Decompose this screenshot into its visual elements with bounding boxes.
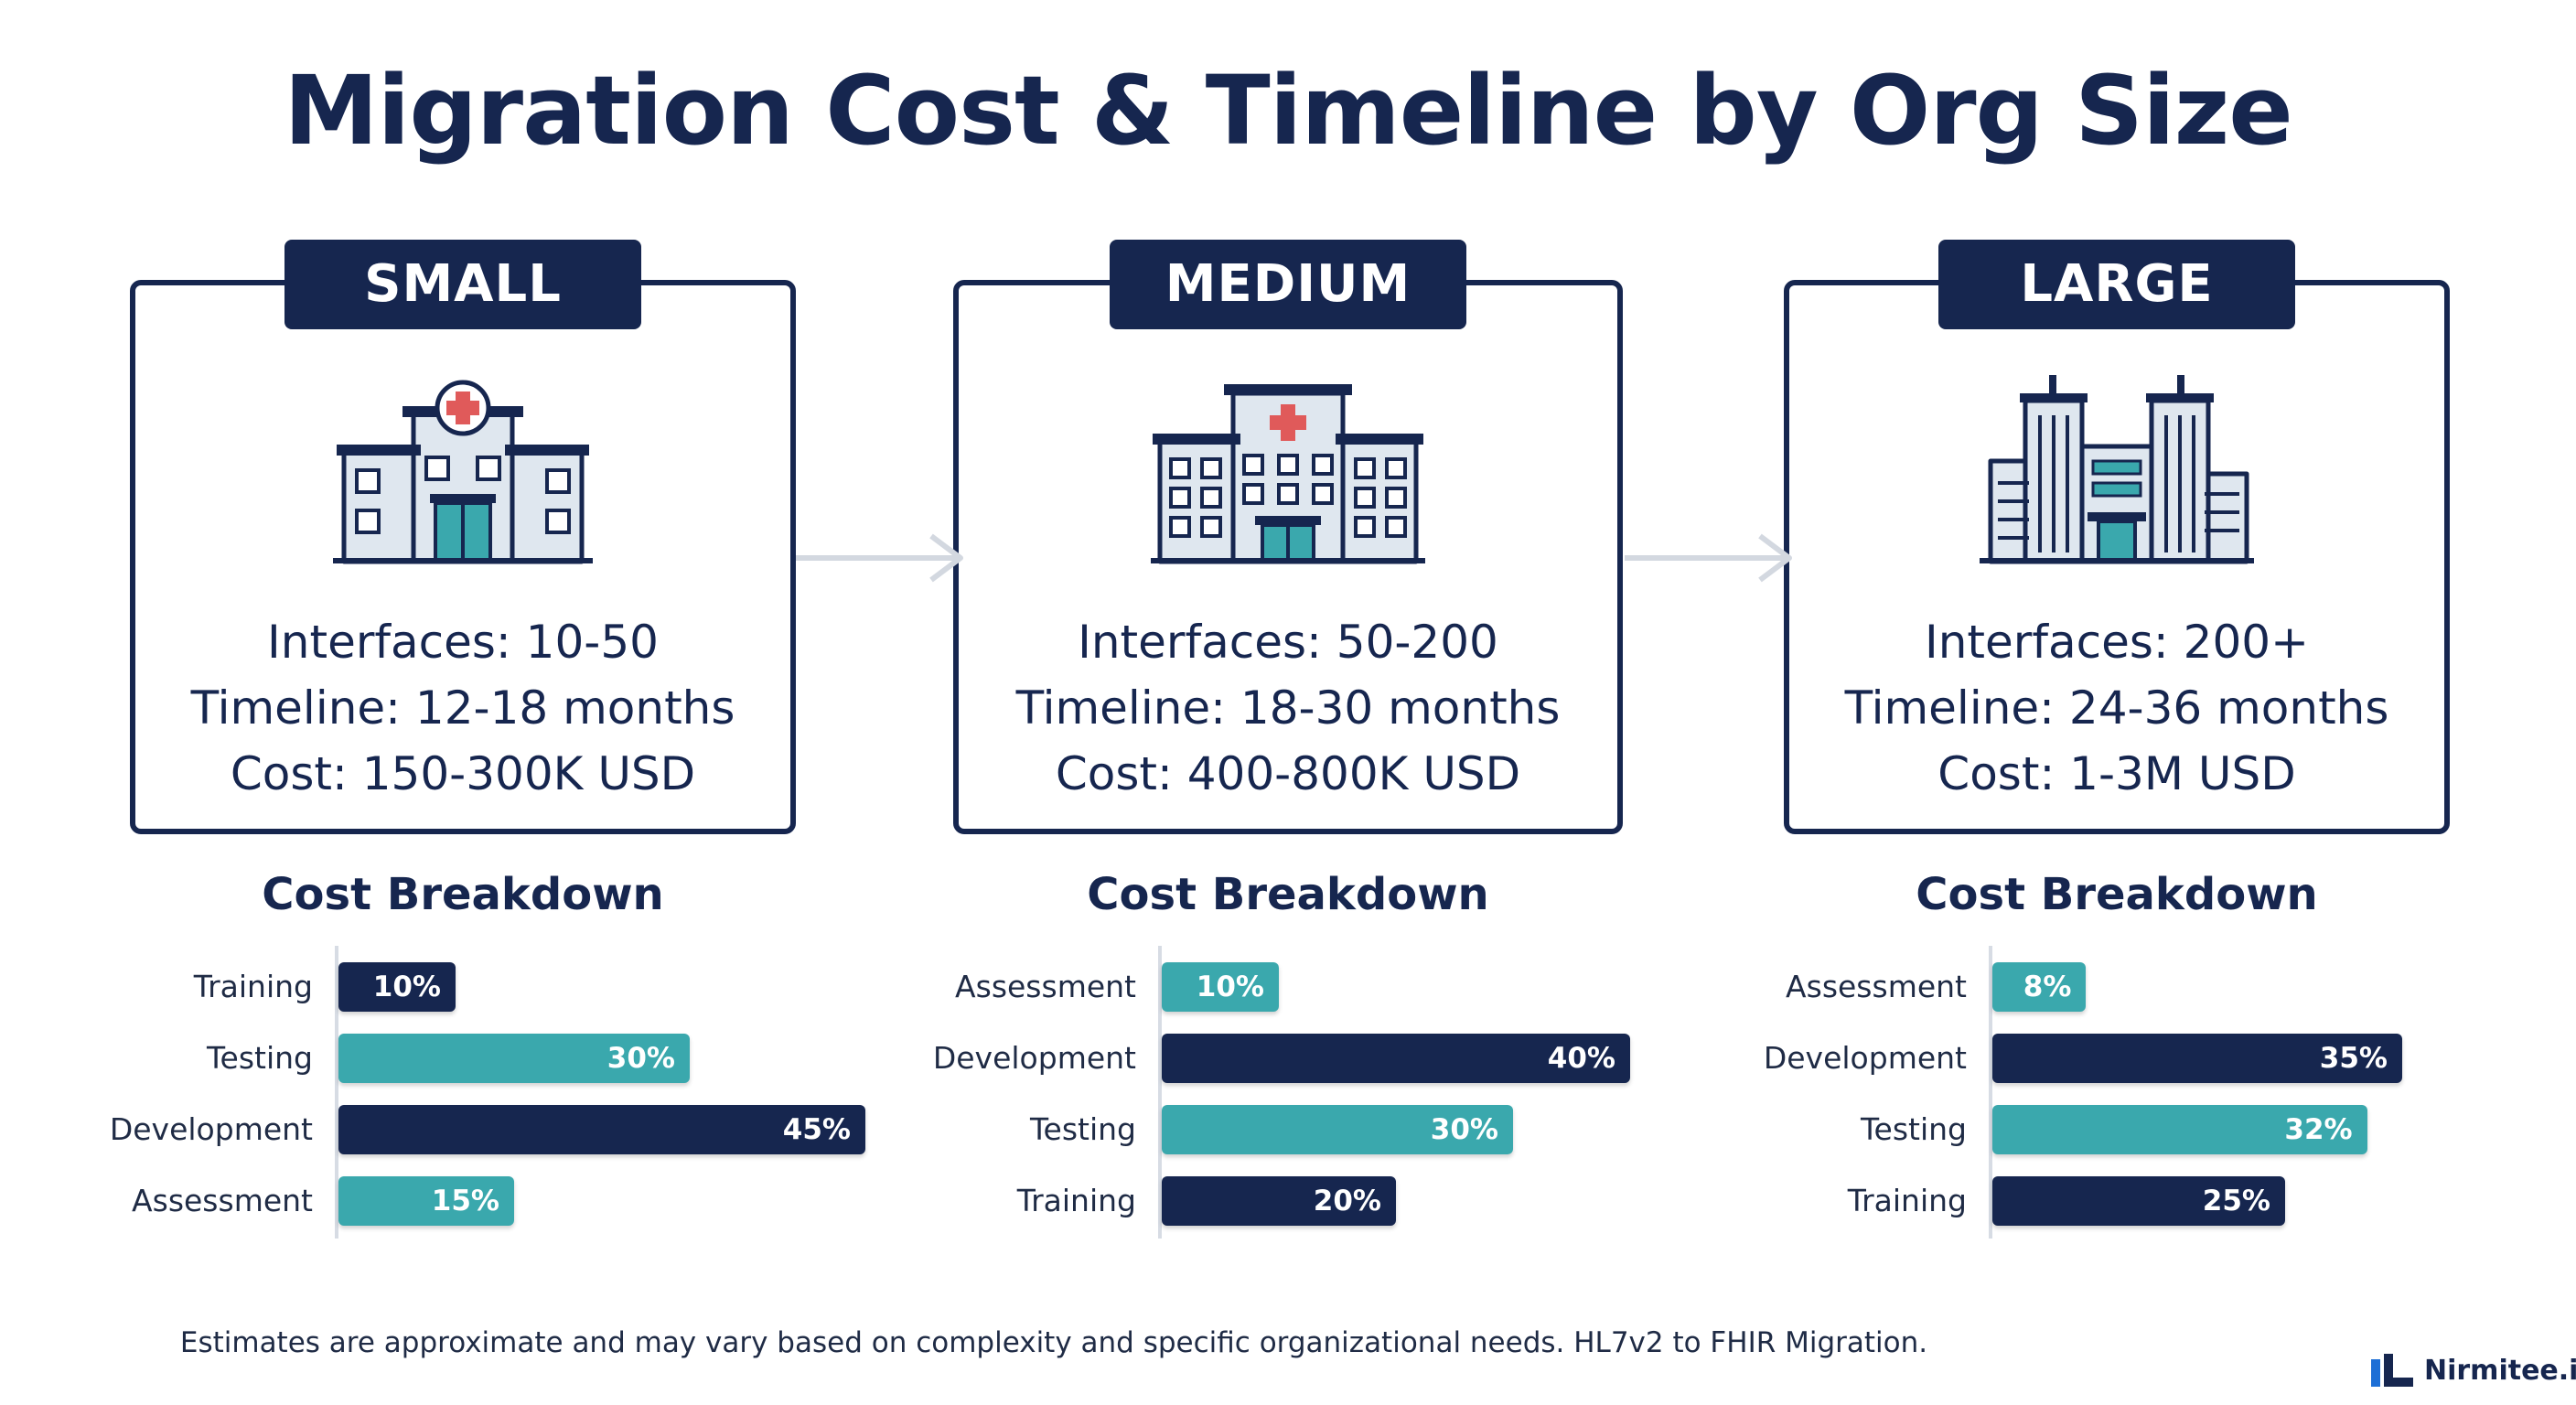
cost-medium: Cost: 400-800K USD	[1055, 747, 1521, 800]
bar-development: 40%	[1162, 1034, 1630, 1083]
bar-row: Training	[0, 962, 335, 1012]
breakdown-title-small: Cost Breakdown	[262, 869, 664, 920]
medium-hospital-icon	[1151, 384, 1425, 564]
bar-category-label: Development	[109, 1111, 313, 1147]
bar-testing: 30%	[338, 1034, 690, 1083]
chart-axis-medium	[1158, 946, 1162, 1239]
bar-row: Training	[0, 1176, 1989, 1226]
bar-row: Assessment	[0, 962, 1989, 1012]
chart-axis-large	[1989, 946, 1992, 1239]
bar-assessment: 10%	[1162, 962, 1279, 1012]
bar-training: 10%	[338, 962, 456, 1012]
tier-label-large: LARGE	[1938, 240, 2295, 329]
bar-category-label: Assessment	[132, 1183, 313, 1218]
tier-card-large: LARGE Interfaces: 200+	[1784, 240, 2450, 834]
tier-label-medium: MEDIUM	[1110, 240, 1466, 329]
arrow-right-icon	[1625, 533, 1792, 583]
bar-category-label: Training	[1847, 1183, 1967, 1218]
bar-row: Development	[0, 1034, 1158, 1083]
bar-assessment: 15%	[338, 1176, 514, 1226]
bar-testing: 30%	[1162, 1105, 1513, 1154]
timeline-medium: Timeline: 18-30 months	[1015, 681, 1561, 735]
nirmitee-logo-icon	[2371, 1354, 2413, 1387]
bar-category-label: Assessment	[955, 969, 1136, 1004]
tier-info-medium: Interfaces: 50-200 Timeline: 18-30 month…	[959, 609, 1617, 807]
bar-development: 45%	[338, 1105, 865, 1154]
bar-training: 20%	[1162, 1176, 1396, 1226]
bar-category-label: Testing	[1860, 1111, 1967, 1147]
bar-testing: 32%	[1992, 1105, 2367, 1154]
bar-category-label: Testing	[206, 1040, 313, 1076]
bar-category-label: Development	[932, 1040, 1136, 1076]
bar-value-label: 35%	[2319, 1042, 2388, 1075]
bar-row: Assessment	[0, 962, 1158, 1012]
breakdown-title-large: Cost Breakdown	[1916, 869, 2318, 920]
hospital-campus-icon	[1980, 375, 2254, 564]
chart-axis-small	[335, 946, 338, 1239]
bar-assessment: 8%	[1992, 962, 2087, 1012]
small-hospital-icon	[333, 380, 593, 564]
bar-value-label: 10%	[1196, 971, 1264, 1003]
interfaces-large: Interfaces: 200+	[1925, 616, 2309, 669]
brand-name: Nirmitee.io	[2424, 1354, 2576, 1387]
bar-value-label: 45%	[782, 1113, 851, 1146]
bar-row: Development	[0, 1034, 1989, 1083]
bar-category-label: Testing	[1029, 1111, 1136, 1147]
bar-category-label: Training	[1016, 1183, 1136, 1218]
bar-value-label: 40%	[1547, 1042, 1615, 1075]
footnote: Estimates are approximate and may vary b…	[179, 1326, 1928, 1359]
bar-value-label: 30%	[606, 1042, 675, 1075]
bar-development: 35%	[1992, 1034, 2402, 1083]
interfaces-small: Interfaces: 10-50	[267, 616, 659, 669]
bar-value-label: 8%	[2023, 971, 2072, 1003]
page-title: Migration Cost & Timeline by Org Size	[284, 55, 2293, 166]
interfaces-medium: Interfaces: 50-200	[1078, 616, 1498, 669]
bar-row: Testing	[0, 1105, 1158, 1154]
cost-large: Cost: 1-3M USD	[1937, 747, 2296, 800]
tier-label-small: SMALL	[284, 240, 641, 329]
bar-value-label: 32%	[2284, 1113, 2353, 1146]
tier-info-large: Interfaces: 200+ Timeline: 24-36 months …	[1789, 609, 2444, 807]
bar-training: 25%	[1992, 1176, 2285, 1226]
bar-value-label: 10%	[372, 971, 441, 1003]
brand: Nirmitee.io	[2371, 1350, 2576, 1390]
arrow-right-icon	[796, 533, 963, 583]
bar-value-label: 15%	[431, 1185, 499, 1217]
bar-value-label: 20%	[1313, 1185, 1381, 1217]
cost-small: Cost: 150-300K USD	[230, 747, 696, 800]
tier-card-medium: MEDIUM Interfaces: 50-200 Ti	[953, 240, 1623, 834]
bar-category-label: Assessment	[1786, 969, 1967, 1004]
bar-row: Testing	[0, 1105, 1989, 1154]
bar-value-label: 30%	[1430, 1113, 1498, 1146]
tier-card-small: SMALL Interfaces: 10-50 Timeline: 12-18 …	[130, 240, 796, 834]
breakdown-title-medium: Cost Breakdown	[1087, 869, 1489, 920]
timeline-small: Timeline: 12-18 months	[190, 681, 735, 735]
bar-row: Training	[0, 1176, 1158, 1226]
bar-row: Assessment	[0, 1176, 335, 1226]
bar-category-label: Training	[193, 969, 313, 1004]
timeline-large: Timeline: 24-36 months	[1844, 681, 2389, 735]
bar-row: Testing	[0, 1034, 335, 1083]
bar-value-label: 25%	[2202, 1185, 2270, 1217]
tier-info-small: Interfaces: 10-50 Timeline: 12-18 months…	[135, 609, 790, 807]
bar-category-label: Development	[1763, 1040, 1967, 1076]
bar-row: Development	[0, 1105, 335, 1154]
